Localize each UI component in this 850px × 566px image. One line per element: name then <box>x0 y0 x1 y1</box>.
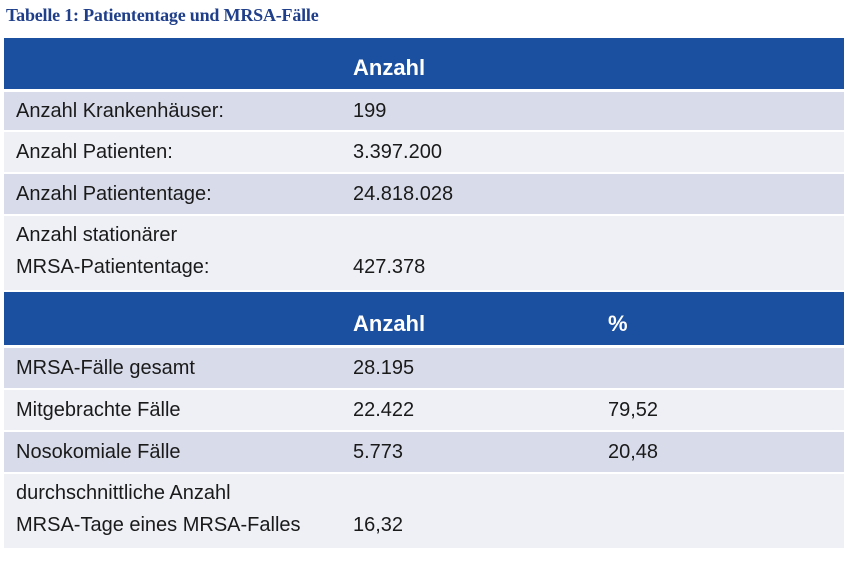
row-label: Nosokomiale Fälle <box>16 441 181 463</box>
table-row: Anzahl Patienten: 3.397.200 <box>4 132 844 174</box>
row-value: 28.195 <box>353 357 415 379</box>
row-value: 3.397.200 <box>353 141 442 163</box>
row-value: 427.378 <box>353 256 426 278</box>
row-label-line2: MRSA-Patiententage: <box>16 256 210 278</box>
table-row: Anzahl stationärer MRSA-Patiententage: 4… <box>4 216 844 292</box>
table-row: Mitgebrachte Fälle 22.422 79,52 <box>4 390 844 432</box>
table-row: durchschnittliche Anzahl MRSA-Tage eines… <box>4 474 844 550</box>
row-percent: 79,52 <box>608 399 659 421</box>
row-label: Anzahl Krankenhäuser: <box>16 100 224 122</box>
table-row: Anzahl Patiententage: 24.818.028 <box>4 174 844 216</box>
row-label-line1: durchschnittliche Anzahl <box>16 482 231 504</box>
row-label: Anzahl Patienten: <box>16 141 173 163</box>
row-label-line1: Anzahl stationärer <box>16 224 178 246</box>
table-caption: Tabelle 1: Patiententage und MRSA-Fälle <box>6 5 319 25</box>
table-row: MRSA-Fälle gesamt 28.195 <box>4 348 844 390</box>
row-percent: 20,48 <box>608 441 659 463</box>
row-label: Anzahl Patiententage: <box>16 183 212 205</box>
row-label: Mitgebrachte Fälle <box>16 399 181 421</box>
section2-header-percent: % <box>608 311 628 336</box>
row-label: MRSA-Fälle gesamt <box>16 357 195 379</box>
row-value: 22.422 <box>353 399 415 421</box>
section2-header: Anzahl % <box>4 292 844 348</box>
table-row: Anzahl Krankenhäuser: 199 <box>4 92 844 132</box>
row-value: 16,32 <box>353 514 404 536</box>
row-value: 5.773 <box>353 441 404 463</box>
section1-header: Anzahl <box>4 38 844 92</box>
row-value: 24.818.028 <box>353 183 454 205</box>
section2-header-anzahl: Anzahl <box>353 311 426 336</box>
row-value: 199 <box>353 100 387 122</box>
row-label-line2: MRSA-Tage eines MRSA-Falles <box>16 514 301 536</box>
data-table: Anzahl Anzahl Krankenhäuser: 199 Anzahl … <box>4 38 844 550</box>
section1-header-anzahl: Anzahl <box>353 55 426 80</box>
table-row: Nosokomiale Fälle 5.773 20,48 <box>4 432 844 474</box>
